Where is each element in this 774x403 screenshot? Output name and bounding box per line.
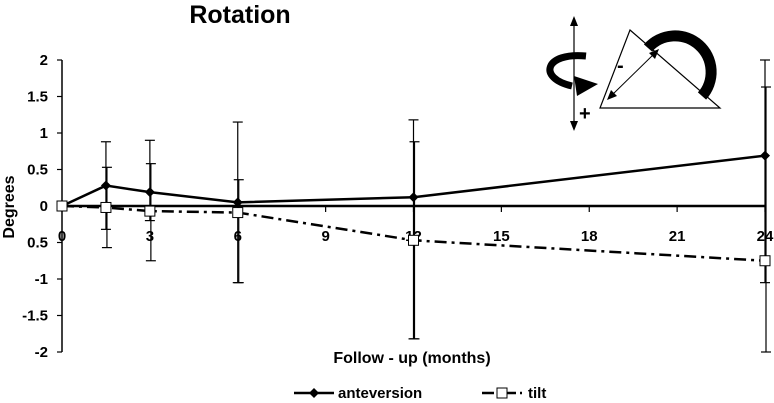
legend: anteversion tilt [294,385,546,402]
x-tick-label: 15 [493,228,510,245]
legend-label-tilt: tilt [528,385,546,402]
point-tilt [232,207,244,219]
rotation-diagram: - + [546,16,722,131]
tilt-arrowhead-bottom [607,90,617,100]
point-tilt [56,200,68,212]
y-tick-labels: 2 1.5 1 0.5 0 0.5 -1 -1.5 -2 [22,52,48,361]
y-tick-label: 0.5 [27,235,48,252]
y-tick-label: 2 [40,52,48,69]
point-anteversion [232,197,243,208]
plus-sign: + [579,103,591,125]
tilt-arrowhead-top [649,49,659,59]
series-line-anteversion [61,154,766,208]
x-axis-label: Follow - up (months) [333,350,490,367]
chart-title: Rotation [189,1,290,29]
y-tick-label: -1.5 [22,308,48,325]
legend-label-anteversion: anteversion [338,385,422,402]
y-tick-label: 1.5 [27,89,48,106]
point-tilt [100,201,112,213]
y-tick-label: -1 [35,271,48,288]
y-tick-label: 1 [40,125,48,142]
series-markers [56,150,771,267]
x-tick-label: 3 [146,228,154,245]
rotation-arrowhead [574,76,598,96]
point-tilt [759,255,771,267]
tilt-double-arrow [609,51,657,98]
minus-sign: - [617,55,624,77]
legend-marker-diamond [309,388,319,398]
arrowhead-up [570,16,578,26]
x-tick-label: 18 [581,228,598,245]
series-lines [61,154,766,262]
axes [57,59,766,353]
point-tilt [144,205,156,217]
x-tick-label: 9 [321,228,329,245]
rotation-arrow-icon [546,52,587,90]
point-anteversion [100,180,111,191]
y-tick-label: -2 [35,344,48,361]
y-axis-label: Degrees [1,175,18,238]
arrowhead-down [570,121,578,131]
acetabular-cup-icon [643,30,717,100]
y-tick-label: 0.5 [27,162,48,179]
point-anteversion [760,150,770,161]
x-tick-label: 0 [58,228,66,245]
point-anteversion [144,187,155,198]
series-line-tilt [61,204,766,262]
legend-item-tilt: tilt [482,385,546,402]
legend-marker-square [496,387,508,399]
pelvis-triangle [599,28,722,109]
y-tick-label: 0 [40,198,48,215]
point-anteversion [408,192,419,203]
point-tilt [408,234,419,246]
legend-item-anteversion: anteversion [294,385,422,402]
x-tick-label: 21 [669,228,686,245]
